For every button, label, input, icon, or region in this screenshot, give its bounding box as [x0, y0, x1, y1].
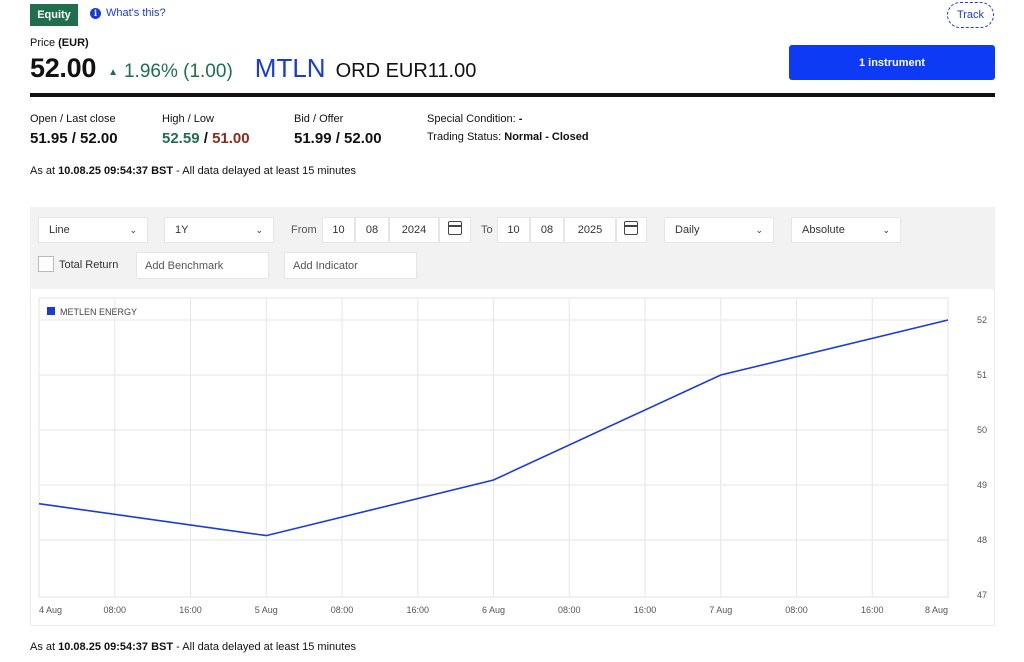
- y-tick-label: 49: [977, 480, 987, 490]
- asat-suffix: - All data delayed at least 15 minutes: [176, 165, 356, 177]
- high-low-label: High / Low: [162, 113, 214, 125]
- to-label: To: [481, 224, 493, 236]
- total-return-checkbox[interactable]: [38, 256, 54, 272]
- ticker-symbol: MTLN: [254, 53, 326, 83]
- price-label-prefix: Price: [30, 37, 56, 49]
- stat-high-low: High / Low 52.59 / 51.00: [162, 113, 250, 147]
- to-month-input[interactable]: 08: [530, 217, 564, 243]
- special-condition-label: Special Condition:: [427, 113, 516, 125]
- to-year-input[interactable]: 2025: [564, 217, 616, 243]
- x-tick-label: 16:00: [179, 605, 202, 615]
- header-divider: [30, 93, 995, 97]
- price-row: 52.00 ▲ 1.96% (1.00) MTLN ORD EUR11.00: [30, 53, 476, 84]
- add-benchmark-input[interactable]: [136, 252, 269, 279]
- equity-badge: Equity: [30, 4, 78, 26]
- x-tick-label: 16:00: [861, 605, 884, 615]
- trading-status-value: Normal - Closed: [504, 131, 589, 143]
- stat-conditions: Special Condition: - Trading Status: Nor…: [427, 113, 589, 143]
- y-tick-label: 52: [977, 315, 987, 325]
- x-tick-label: 08:00: [785, 605, 808, 615]
- add-indicator-input[interactable]: [284, 252, 417, 279]
- x-tick-label: 7 Aug: [709, 605, 732, 615]
- calendar-icon: [624, 221, 638, 235]
- x-tick-label: 16:00: [634, 605, 657, 615]
- from-year-input[interactable]: 2024: [389, 217, 439, 243]
- special-condition-value: -: [518, 113, 523, 125]
- chevron-down-icon: ⌄: [755, 225, 763, 235]
- price-currency: (EUR): [58, 37, 89, 49]
- chart-type-value: Line: [49, 224, 70, 236]
- period-value: 1Y: [175, 224, 189, 236]
- y-tick-label: 48: [977, 535, 987, 545]
- instrument-description: ORD EUR11.00: [335, 60, 477, 82]
- y-tick-label: 51: [977, 370, 987, 380]
- high-value: 52.59: [162, 130, 200, 147]
- price-chart: 47 48 49 50 51 52 4 Aug 08:00 16:00 5 Aug 08:00 16:…: [30, 289, 995, 626]
- open-last-value: 51.95 / 52.00: [30, 130, 118, 147]
- low-value: 51.00: [212, 130, 250, 147]
- x-tick-label: 08:00: [558, 605, 581, 615]
- price-label: Price (EUR): [30, 37, 89, 49]
- chart-type-select[interactable]: Line ⌄: [38, 217, 148, 243]
- high-low-value: 52.59 / 51.00: [162, 130, 250, 147]
- calendar-icon: [448, 221, 462, 235]
- whats-this-label: What's this?: [106, 7, 166, 19]
- total-return-label: Total Return: [59, 259, 119, 271]
- x-tick-label: 4 Aug: [39, 605, 62, 615]
- stat-bid-offer: Bid / Offer 51.99 / 52.00: [294, 113, 382, 147]
- instrument-button[interactable]: 1 instrument: [789, 45, 995, 80]
- asat-suffix: - All data delayed at least 15 minutes: [176, 641, 356, 653]
- scale-select[interactable]: Absolute ⌄: [791, 217, 901, 243]
- bid-offer-label: Bid / Offer: [294, 113, 344, 125]
- open-last-label: Open / Last close: [30, 113, 116, 125]
- x-tick-label: 8 Aug: [925, 605, 948, 615]
- bid-offer-value: 51.99 / 52.00: [294, 130, 382, 147]
- delay-notice-top: As at 10.08.25 09:54:37 BST - All data d…: [30, 165, 356, 177]
- chevron-down-icon: ⌄: [882, 225, 890, 235]
- x-tick-label: 16:00: [406, 605, 429, 615]
- scale-value: Absolute: [802, 224, 845, 236]
- x-tick-label: 08:00: [331, 605, 354, 615]
- from-label: From: [291, 224, 317, 236]
- legend-swatch: [47, 307, 55, 315]
- up-arrow-icon: ▲: [108, 67, 118, 78]
- x-tick-label: 5 Aug: [255, 605, 278, 615]
- stat-open-last: Open / Last close 51.95 / 52.00: [30, 113, 118, 147]
- price-chart-svg[interactable]: 47 48 49 50 51 52 4 Aug 08:00 16:00 5 Aug 08:00 16:…: [31, 289, 996, 626]
- whats-this-link[interactable]: i What's this?: [90, 7, 166, 19]
- interval-value: Daily: [675, 224, 700, 236]
- period-select[interactable]: 1Y ⌄: [164, 217, 274, 243]
- from-day-input[interactable]: 10: [322, 217, 355, 243]
- chevron-down-icon: ⌄: [129, 225, 137, 235]
- track-button[interactable]: Track: [947, 2, 994, 28]
- asat-prefix: As at: [30, 165, 56, 177]
- asat-timestamp: 10.08.25 09:54:37 BST: [58, 165, 174, 177]
- chevron-down-icon: ⌄: [255, 225, 263, 235]
- y-tick-label: 47: [977, 590, 987, 600]
- delay-notice-bottom: As at 10.08.25 09:54:37 BST - All data d…: [30, 641, 356, 653]
- from-month-input[interactable]: 08: [355, 217, 389, 243]
- info-icon: i: [90, 7, 101, 19]
- legend-label: METLEN ENERGY: [60, 307, 137, 317]
- x-tick-label: 08:00: [103, 605, 126, 615]
- special-condition: Special Condition: -: [427, 113, 589, 125]
- trading-status-label: Trading Status:: [427, 131, 502, 143]
- interval-select[interactable]: Daily ⌄: [664, 217, 774, 243]
- price-change: 1.96% (1.00): [123, 61, 233, 82]
- to-day-input[interactable]: 10: [497, 217, 530, 243]
- price-value: 52.00: [30, 53, 97, 83]
- series-line: [38, 319, 949, 537]
- x-tick-label: 6 Aug: [482, 605, 505, 615]
- y-tick-label: 50: [977, 425, 987, 435]
- asat-prefix: As at: [30, 641, 56, 653]
- trading-status: Trading Status: Normal - Closed: [427, 131, 589, 143]
- asat-timestamp: 10.08.25 09:54:37 BST: [58, 641, 174, 653]
